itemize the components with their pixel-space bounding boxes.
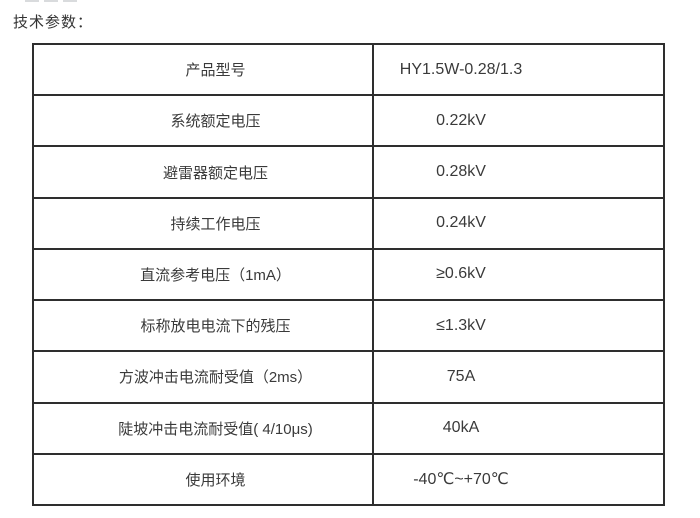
- param-label: 使用环境: [32, 452, 374, 507]
- param-value: ≤1.3kV: [372, 299, 665, 353]
- cropped-text-artifact: [25, 0, 77, 2]
- param-label: 标称放电电流下的残压: [32, 299, 374, 353]
- param-value: 75A: [372, 350, 665, 404]
- table-row: 使用环境 -40℃~+70℃: [32, 452, 665, 507]
- param-label: 方波冲击电流耐受值（2ms）: [32, 350, 374, 404]
- param-label: 避雷器额定电压: [32, 145, 374, 199]
- param-value: 40kA: [372, 401, 665, 455]
- param-value: 0.22kV: [372, 94, 665, 148]
- table-row: 陡坡冲击电流耐受值( 4/10μs) 40kA: [32, 401, 665, 455]
- table-row: 持续工作电压 0.24kV: [32, 196, 665, 250]
- table-row: 标称放电电流下的残压 ≤1.3kV: [32, 299, 665, 353]
- param-value: 0.28kV: [372, 145, 665, 199]
- artifact-mark: [63, 0, 77, 2]
- table-row: 直流参考电压（1mA） ≥0.6kV: [32, 247, 665, 302]
- artifact-mark: [44, 0, 58, 2]
- param-label: 产品型号: [32, 42, 374, 97]
- param-label: 陡坡冲击电流耐受值( 4/10μs): [32, 401, 374, 455]
- param-value: ≥0.6kV: [372, 247, 665, 302]
- param-value: 0.24kV: [372, 196, 665, 250]
- table-row: 避雷器额定电压 0.28kV: [32, 145, 665, 199]
- param-label: 系统额定电压: [32, 94, 374, 148]
- param-label: 持续工作电压: [32, 196, 374, 250]
- spec-table: 产品型号 HY1.5W-0.28/1.3 系统额定电压 0.22kV 避雷器额定…: [32, 42, 665, 507]
- table-row: 产品型号 HY1.5W-0.28/1.3: [32, 42, 665, 97]
- param-value: -40℃~+70℃: [372, 452, 665, 507]
- table-row: 方波冲击电流耐受值（2ms） 75A: [32, 350, 665, 404]
- page-title: 技术参数：: [13, 14, 94, 31]
- param-value: HY1.5W-0.28/1.3: [372, 42, 665, 97]
- artifact-mark: [25, 0, 39, 2]
- param-label: 直流参考电压（1mA）: [32, 247, 374, 302]
- table-row: 系统额定电压 0.22kV: [32, 94, 665, 148]
